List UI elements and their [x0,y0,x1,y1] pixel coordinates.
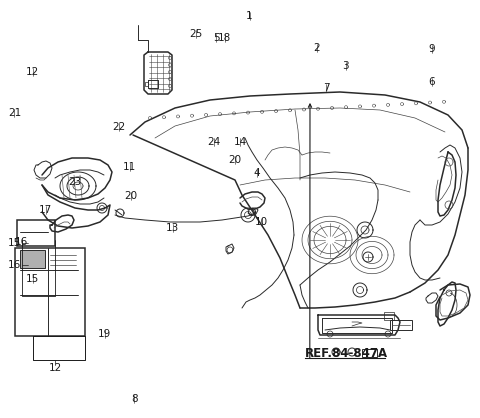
Text: 16: 16 [15,237,28,247]
Bar [384,312,394,320]
Text: 21: 21 [8,108,21,118]
Text: 7: 7 [323,83,330,93]
Text: 12: 12 [48,363,61,373]
Text: 22: 22 [112,122,126,133]
Text: 20: 20 [228,155,242,165]
Text: 11: 11 [123,162,136,172]
Text: REF.84-847A: REF.84-847A [305,347,388,360]
Text: 8: 8 [131,394,138,404]
Bar [362,349,377,357]
Text: 15: 15 [26,274,39,284]
Text: 14: 14 [233,137,247,147]
Bar [15,248,85,336]
Text: 20: 20 [124,191,137,201]
Text: 24: 24 [207,137,220,147]
Text: 18: 18 [218,33,231,43]
Text: 25: 25 [189,29,203,39]
Text: 6: 6 [429,76,435,87]
Text: 5: 5 [213,33,219,43]
Text: 3: 3 [342,61,349,71]
Bar [20,250,45,268]
Text: 1: 1 [246,11,253,21]
Text: 13: 13 [166,223,180,233]
Text: 15: 15 [7,238,21,248]
Text: 16: 16 [7,260,21,270]
Bar [17,220,55,246]
Text: 4: 4 [253,168,260,178]
Text: 10: 10 [255,217,268,227]
Text: 12: 12 [26,67,39,77]
Bar [390,320,412,330]
Text: 9: 9 [429,44,435,54]
Text: 17: 17 [39,205,52,215]
Text: 2: 2 [313,43,320,53]
Text: 23: 23 [68,177,81,187]
Text: 19: 19 [98,329,111,339]
